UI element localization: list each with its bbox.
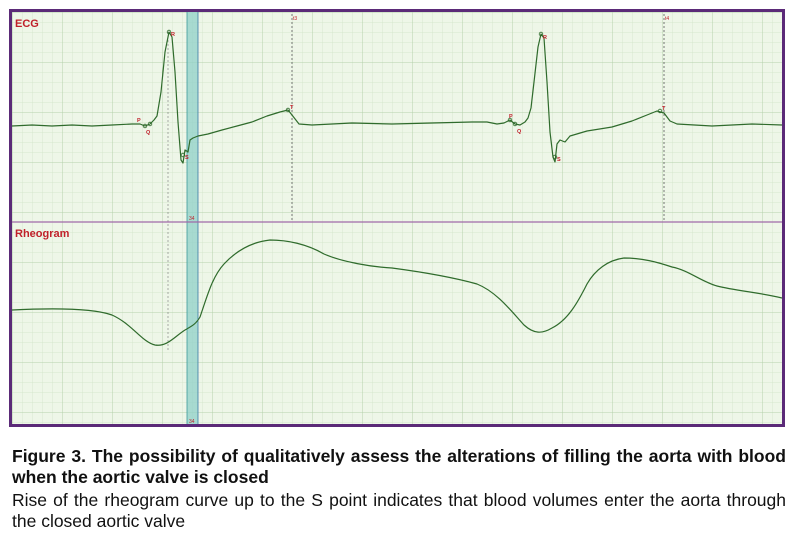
point-r2-marker: [538, 31, 544, 37]
point-t1-marker: [285, 107, 291, 113]
point-r1-marker: [166, 29, 172, 35]
chart-panel: ECG Rheogram t3 t4 34 34 P Q R S T: [9, 9, 785, 427]
point-s2-marker: [552, 154, 558, 160]
point-r2-label: R: [543, 35, 547, 41]
point-t1-label: T: [290, 105, 294, 111]
rheogram-trace: [12, 239, 782, 346]
marker-t3-label: t3: [293, 16, 297, 22]
point-r1-label: R: [171, 32, 175, 38]
grid: [12, 12, 782, 424]
marker-34-bottom-label: 34: [189, 419, 195, 424]
point-q1-marker: [142, 123, 148, 129]
point-markers: [142, 29, 663, 160]
marker-t4-label: t4: [665, 16, 669, 22]
point-p2-marker: [507, 117, 513, 123]
marker-34-top-label: 34: [189, 216, 195, 222]
point-q1-label: Q: [146, 130, 151, 136]
ecg-rheogram-figure: ECG Rheogram t3 t4 34 34 P Q R S T: [12, 12, 782, 424]
point-q2-label: Q: [517, 129, 522, 135]
ecg-trace: [12, 31, 782, 164]
point-p1-label: P: [137, 118, 141, 124]
point-q2-marker: [512, 121, 518, 127]
point-p2-label: P: [509, 114, 513, 120]
point-s2-label: S: [557, 157, 561, 163]
rheogram-label: Rheogram: [15, 228, 70, 240]
ecg-label: ECG: [15, 18, 39, 30]
point-t2-label: T: [662, 106, 666, 112]
point-s1-marker: [180, 152, 186, 158]
highlight-band: [187, 12, 198, 424]
figure-caption: Figure 3. The possibility of qualitative…: [12, 446, 786, 532]
point-p1-marker: [147, 121, 153, 127]
caption-title: Figure 3. The possibility of qualitative…: [12, 446, 786, 487]
point-t2-marker: [657, 108, 663, 114]
caption-body: Rise of the rheogram curve up to the S p…: [12, 490, 786, 531]
point-s1-label: S: [185, 155, 189, 161]
